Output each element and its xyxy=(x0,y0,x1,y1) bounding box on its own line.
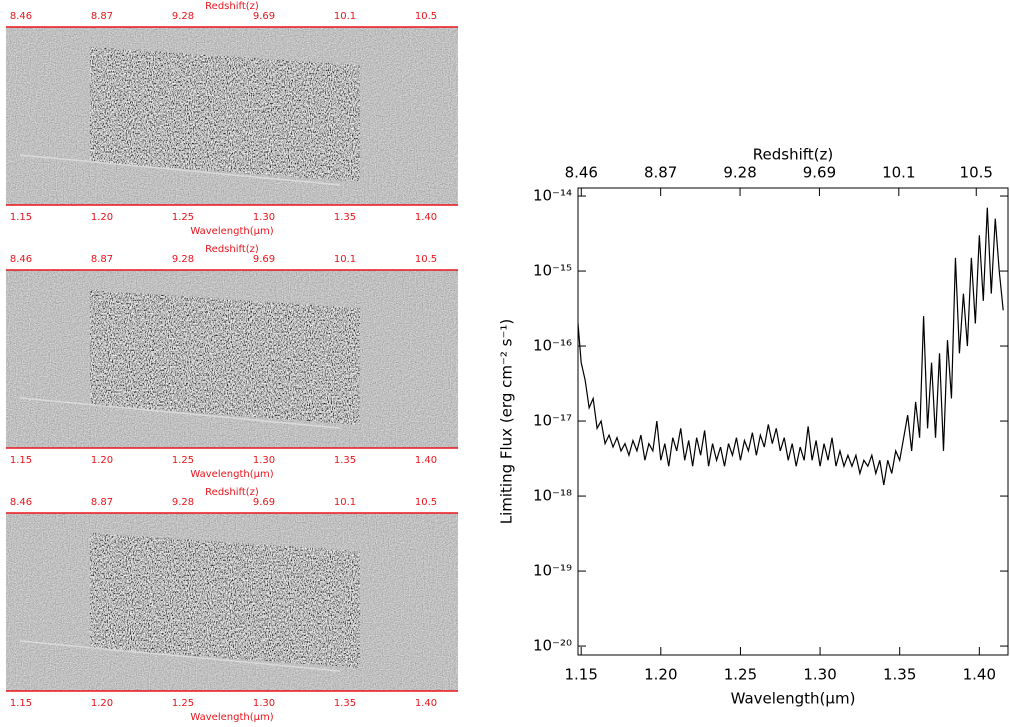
bottom-axis-title: Wavelength(μm) xyxy=(190,712,273,723)
bottom-tick-label: 1.40 xyxy=(415,455,437,466)
top-tick-label: 10.1 xyxy=(334,254,356,265)
top-tick-label: 8.87 xyxy=(91,11,113,22)
top-tick-label: 9.28 xyxy=(172,254,194,265)
top-axis-title: Redshift(z) xyxy=(205,244,259,255)
top-tick-label: 8.46 xyxy=(10,11,32,22)
top-tick-label: 9.69 xyxy=(253,11,275,22)
top-tick-label: 8.87 xyxy=(91,254,113,265)
bottom-tick-label: 1.15 xyxy=(10,698,32,709)
bottom-tick-label: 1.30 xyxy=(253,698,275,709)
top-tick-label: 10.5 xyxy=(415,254,437,265)
top-tick-label: 10.1 xyxy=(334,11,356,22)
spectral-band xyxy=(90,533,360,668)
x-tick-label: 1.25 xyxy=(724,666,757,684)
top-tick-label: 9.69 xyxy=(253,497,275,508)
bottom-tick-label: 1.30 xyxy=(253,212,275,223)
image-panel: Redshift(z) 8.46 8.87 9.28 9.69 10.1 10.5 1.15 1… xyxy=(6,1,458,237)
x-tick-label: 1.35 xyxy=(883,666,916,684)
bottom-tick-label: 1.25 xyxy=(172,212,194,223)
bottom-tick-label: 1.25 xyxy=(172,698,194,709)
bottom-tick-label: 1.40 xyxy=(415,698,437,709)
top-tick-label: 8.87 xyxy=(91,497,113,508)
trace-edge xyxy=(19,397,341,429)
trace-edge xyxy=(19,640,341,672)
x2-tick-label: 9.69 xyxy=(803,164,836,182)
bottom-tick-label: 1.40 xyxy=(415,212,437,223)
top-tick-label: 9.28 xyxy=(172,497,194,508)
x2-tick-label: 8.87 xyxy=(644,164,677,182)
y-tick-label: 10⁻²⁰ xyxy=(533,637,572,655)
x-tick-label: 1.30 xyxy=(803,666,836,684)
spectral-band xyxy=(90,47,360,182)
top-tick-label: 9.69 xyxy=(253,254,275,265)
bottom-tick-label: 1.15 xyxy=(10,212,32,223)
bottom-tick-label: 1.25 xyxy=(172,455,194,466)
y-axis-title: Limiting Flux (erg cm⁻² s⁻¹) xyxy=(498,319,516,525)
y-tick-label: 10⁻¹⁸ xyxy=(533,487,572,505)
top-tick-label: 10.5 xyxy=(415,11,437,22)
top-tick-label: 10.5 xyxy=(415,497,437,508)
x2-tick-label: 9.28 xyxy=(723,164,756,182)
bottom-tick-label: 1.20 xyxy=(91,455,113,466)
chart: 10⁻²⁰ 10⁻¹⁹ 10⁻¹⁸ 10⁻¹⁷ 10⁻¹⁶ 10⁻¹⁵ 10⁻¹⁴ 1.15 1… xyxy=(498,146,1009,708)
spectral-band xyxy=(90,290,360,425)
top-tick-label: 8.46 xyxy=(10,497,32,508)
y-tick-label: 10⁻¹⁷ xyxy=(533,412,572,430)
y-tick-label: 10⁻¹⁶ xyxy=(533,337,572,355)
y-tick-label: 10⁻¹⁹ xyxy=(533,562,572,580)
bottom-tick-label: 1.35 xyxy=(334,212,356,223)
x-axis-title: Wavelength(μm) xyxy=(731,690,856,708)
x2-axis-title: Redshift(z) xyxy=(753,146,833,164)
plot-frame xyxy=(577,187,1009,656)
y-tick-label: 10⁻¹⁴ xyxy=(533,187,572,205)
bottom-tick-label: 1.20 xyxy=(91,212,113,223)
image-panel: Redshift(z) 8.46 8.87 9.28 9.69 10.1 10.5 1.15 1… xyxy=(6,244,458,480)
x2-tick-label: 10.5 xyxy=(960,164,993,182)
image-panels: Redshift(z) 8.46 8.87 9.28 9.69 10.1 10.5 1.15 1… xyxy=(6,1,458,723)
flux-line xyxy=(577,207,1004,486)
bottom-tick-label: 1.20 xyxy=(91,698,113,709)
top-axis-title: Redshift(z) xyxy=(205,487,259,498)
x2-tick-label: 8.46 xyxy=(565,164,598,182)
x-tick-label: 1.20 xyxy=(644,666,677,684)
bottom-axis-title: Wavelength(μm) xyxy=(190,226,273,237)
bottom-tick-label: 1.35 xyxy=(334,455,356,466)
top-tick-label: 9.28 xyxy=(172,11,194,22)
x-tick-label: 1.40 xyxy=(963,666,996,684)
top-tick-label: 10.1 xyxy=(334,497,356,508)
bottom-tick-label: 1.15 xyxy=(10,455,32,466)
image-panel: Redshift(z) 8.46 8.87 9.28 9.69 10.1 10.5 1.15 1… xyxy=(6,487,458,723)
y-tick-label: 10⁻¹⁵ xyxy=(533,262,572,280)
bottom-tick-label: 1.35 xyxy=(334,698,356,709)
x-tick-label: 1.15 xyxy=(564,666,597,684)
top-tick-label: 8.46 xyxy=(10,254,32,265)
trace-edge xyxy=(19,154,341,186)
bottom-axis-title: Wavelength(μm) xyxy=(190,469,273,480)
x2-tick-label: 10.1 xyxy=(882,164,915,182)
top-axis-title: Redshift(z) xyxy=(205,1,259,12)
bottom-tick-label: 1.30 xyxy=(253,455,275,466)
